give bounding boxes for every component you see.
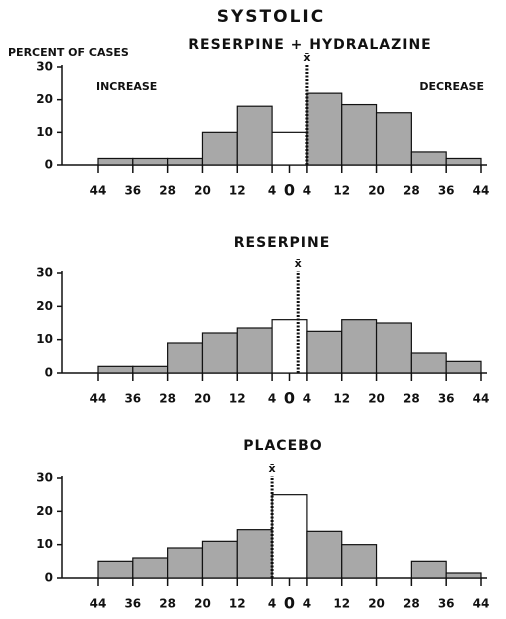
x-tick-label: 4 xyxy=(303,597,311,611)
bar xyxy=(410,352,447,374)
bar xyxy=(341,103,378,166)
x-tick-label: 44 xyxy=(90,597,107,611)
bar xyxy=(201,332,238,374)
bar xyxy=(445,572,482,579)
x-tick-label: 0 xyxy=(284,594,295,613)
y-axis-label: PERCENT OF CASES xyxy=(8,46,129,59)
x-tick-label: 12 xyxy=(229,184,246,198)
bar xyxy=(271,494,308,579)
mean-label: x̄ xyxy=(269,462,276,475)
chart-title: RESERPINE + HYDRALAZINE xyxy=(188,37,432,53)
y-tick-label: 0 xyxy=(45,571,53,585)
y-tick-label: 10 xyxy=(36,537,53,551)
bar xyxy=(341,544,378,579)
y-tick-label: 0 xyxy=(45,158,53,172)
bar xyxy=(97,560,134,579)
x-tick-label: 28 xyxy=(403,597,420,611)
chart-title: RESERPINE xyxy=(234,235,331,251)
annotation: INCREASE xyxy=(96,80,157,93)
y-tick-label: 30 xyxy=(36,266,53,280)
x-tick-label: 12 xyxy=(229,597,246,611)
x-tick-label: 0 xyxy=(284,181,295,200)
bar xyxy=(201,540,238,579)
bar xyxy=(132,557,169,579)
x-tick-label: 44 xyxy=(473,392,490,406)
figure-title: SYSTOLIC xyxy=(217,7,325,27)
x-tick-label: 28 xyxy=(403,184,420,198)
bar xyxy=(236,529,273,579)
x-tick-label: 0 xyxy=(284,389,295,408)
mean-label: x̄ xyxy=(295,257,302,270)
x-tick-label: 28 xyxy=(403,392,420,406)
x-tick-label: 12 xyxy=(333,597,350,611)
bar xyxy=(341,319,378,374)
x-tick-label: 28 xyxy=(159,597,176,611)
x-tick-label: 12 xyxy=(333,184,350,198)
x-tick-label: 44 xyxy=(90,392,107,406)
x-tick-label: 4 xyxy=(268,184,276,198)
x-tick-label: 36 xyxy=(124,392,141,406)
bar xyxy=(375,322,412,374)
x-tick-label: 36 xyxy=(438,392,455,406)
bar xyxy=(236,105,273,166)
y-tick-label: 30 xyxy=(36,471,53,485)
x-tick-label: 44 xyxy=(473,597,490,611)
x-tick-label: 20 xyxy=(368,597,385,611)
x-tick-label: 4 xyxy=(303,184,311,198)
x-tick-label: 4 xyxy=(268,392,276,406)
y-tick-label: 10 xyxy=(36,332,53,346)
x-tick-label: 4 xyxy=(303,392,311,406)
x-tick-label: 36 xyxy=(438,597,455,611)
bar xyxy=(375,112,412,166)
x-tick-label: 44 xyxy=(473,184,490,198)
x-tick-label: 36 xyxy=(438,184,455,198)
x-tick-label: 20 xyxy=(194,597,211,611)
bar xyxy=(167,547,204,579)
bar xyxy=(306,92,343,166)
x-tick-label: 28 xyxy=(159,184,176,198)
bar xyxy=(445,360,482,374)
x-tick-label: 12 xyxy=(333,392,350,406)
y-tick-label: 20 xyxy=(36,299,53,313)
y-tick-label: 30 xyxy=(36,60,53,74)
x-tick-label: 20 xyxy=(368,184,385,198)
y-tick-label: 20 xyxy=(36,92,53,106)
y-tick-label: 0 xyxy=(45,366,53,380)
bar xyxy=(306,330,343,374)
x-tick-label: 4 xyxy=(268,597,276,611)
y-tick-label: 10 xyxy=(36,125,53,139)
x-tick-label: 44 xyxy=(90,184,107,198)
bar xyxy=(271,319,308,374)
annotation: DECREASE xyxy=(419,80,484,93)
bar xyxy=(410,151,447,166)
bar xyxy=(201,131,238,166)
bar xyxy=(167,157,204,166)
x-tick-label: 36 xyxy=(124,597,141,611)
x-tick-label: 28 xyxy=(159,392,176,406)
bar xyxy=(410,560,447,579)
bar xyxy=(306,530,343,579)
x-tick-label: 20 xyxy=(194,392,211,406)
x-tick-label: 36 xyxy=(124,184,141,198)
x-tick-label: 20 xyxy=(368,392,385,406)
x-tick-label: 20 xyxy=(194,184,211,198)
bar xyxy=(97,157,134,166)
chart-title: PLACEBO xyxy=(243,438,322,454)
y-tick-label: 20 xyxy=(36,504,53,518)
mean-label: x̄ xyxy=(303,51,310,64)
bar xyxy=(132,365,169,374)
bar xyxy=(445,157,482,166)
bar xyxy=(167,342,204,374)
bar xyxy=(271,131,308,166)
bar xyxy=(236,327,273,374)
bar xyxy=(132,157,169,166)
bar xyxy=(97,365,134,374)
x-tick-label: 12 xyxy=(229,392,246,406)
